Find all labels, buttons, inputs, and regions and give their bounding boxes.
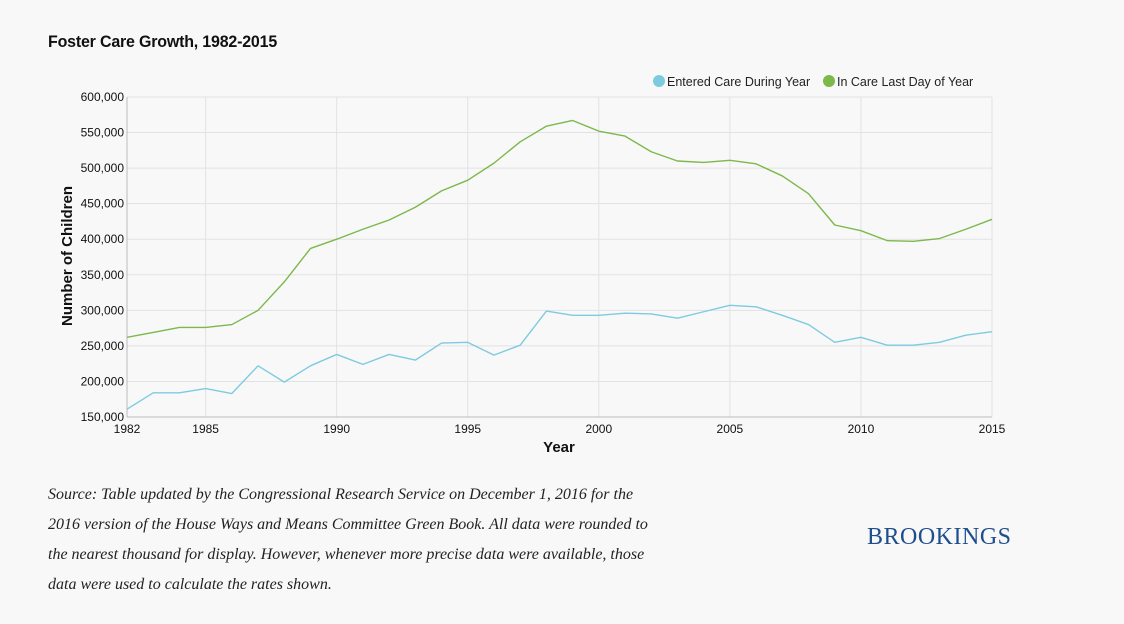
x-axis: 1982 1985 1990 1995 2000 2005 2010 2015 <box>114 416 1006 436</box>
legend-item[interactable]: In Care Last Day of Year <box>823 75 973 89</box>
legend-swatch <box>823 75 835 87</box>
series-1 <box>126 304 993 410</box>
series-2 <box>126 119 993 339</box>
series-line[interactable] <box>126 119 993 339</box>
x-axis-title: Year <box>543 439 575 456</box>
y-tick-label: 500,000 <box>81 161 125 175</box>
legend: Entered Care During Year In Care Last Day… <box>653 75 973 89</box>
legend-swatch <box>653 75 665 87</box>
x-tick-label: 2005 <box>717 422 744 436</box>
y-tick-label: 300,000 <box>81 303 125 317</box>
x-tick-label: 1982 <box>114 422 141 436</box>
y-tick-label: 400,000 <box>81 232 125 246</box>
y-tick-label: 600,000 <box>81 90 125 104</box>
source-note: Source: Table updated by the Congression… <box>48 486 648 593</box>
y-tick-label: 150,000 <box>81 410 125 424</box>
legend-label: Entered Care During Year <box>667 75 810 89</box>
x-tick-label: 2015 <box>979 422 1006 436</box>
y-axis: 150,000 200,000 250,000 300,000 350,000 400,0… <box>81 90 128 424</box>
y-axis-title: Number of Children <box>59 186 76 326</box>
legend-item[interactable]: Entered Care During Year <box>653 75 810 89</box>
x-tick-label: 1990 <box>323 422 350 436</box>
series-line[interactable] <box>126 304 993 410</box>
x-tick-label: 1985 <box>192 422 219 436</box>
line-chart: 150,000 200,000 250,000 300,000 350,000 400,0… <box>59 75 1006 456</box>
x-tick-label: 2010 <box>848 422 875 436</box>
x-tick-label: 2000 <box>585 422 612 436</box>
y-tick-label: 450,000 <box>81 197 125 211</box>
y-tick-label: 350,000 <box>81 268 125 282</box>
chart-title: Foster Care Growth, 1982-2015 <box>48 32 278 51</box>
y-tick-label: 250,000 <box>81 339 125 353</box>
brookings-logo: BROOKINGS <box>867 524 1012 550</box>
series-group <box>126 119 993 410</box>
legend-label: In Care Last Day of Year <box>837 75 973 89</box>
y-tick-label: 550,000 <box>81 126 125 140</box>
x-tick-label: 1995 <box>454 422 481 436</box>
y-tick-label: 200,000 <box>81 374 125 388</box>
